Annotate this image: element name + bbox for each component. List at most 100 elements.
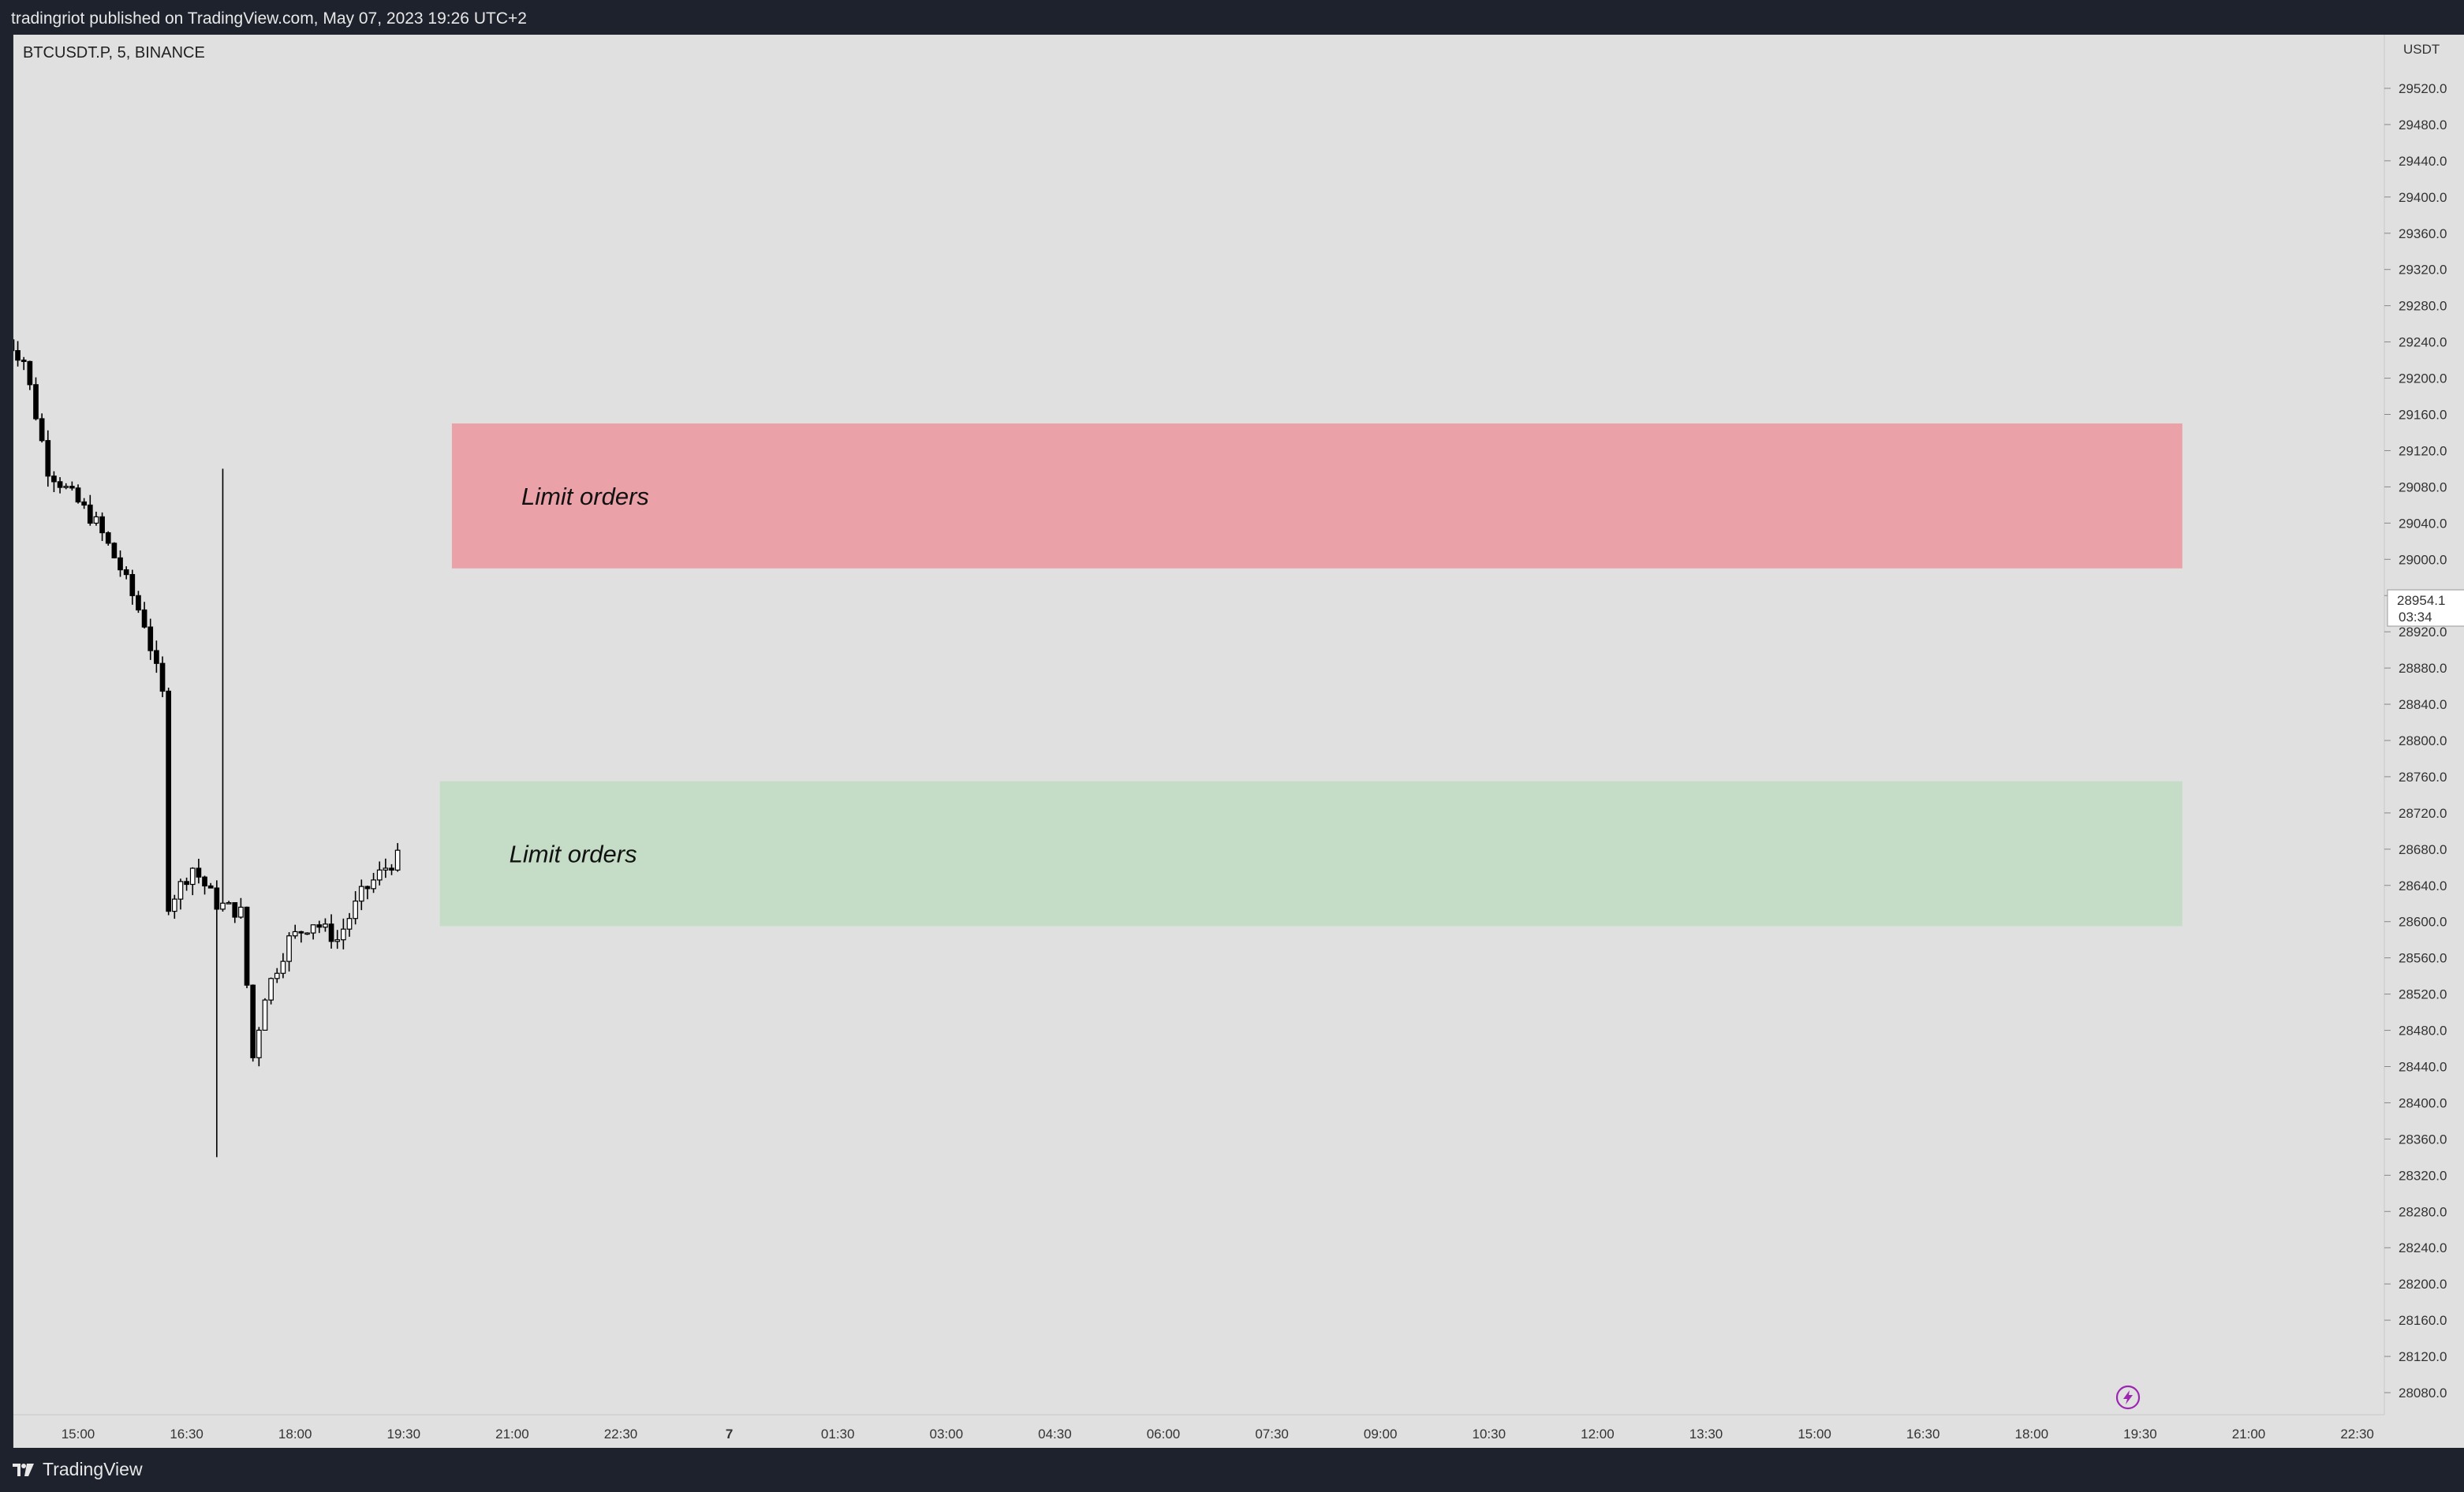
support-zone-label: Limit orders [510, 841, 637, 868]
resistance-zone [451, 423, 2182, 569]
candle-body [244, 906, 250, 986]
candle-body [274, 972, 280, 979]
tradingview-brand: TradingView [43, 1459, 143, 1479]
candle-body [75, 487, 81, 503]
price-tick-label: 29400.0 [2399, 190, 2447, 205]
candle-body [389, 867, 394, 871]
price-tick-label: 29480.0 [2399, 117, 2447, 132]
time-tick-label: 04:30 [1038, 1427, 1072, 1442]
tradingview-logo-icon [13, 1464, 34, 1476]
price-tick-label: 29440.0 [2399, 154, 2447, 169]
currency-label: USDT [2403, 42, 2440, 57]
candle-body [15, 350, 21, 361]
current-price-label: 28954.1 [2397, 593, 2445, 608]
time-axis [13, 1415, 2464, 1448]
time-tick-label: 18:00 [2015, 1427, 2049, 1442]
price-tick-label: 28720.0 [2399, 806, 2447, 821]
time-tick-label: 22:30 [604, 1427, 638, 1442]
price-tick-label: 29520.0 [2399, 81, 2447, 96]
time-tick-label: 15:00 [62, 1427, 95, 1442]
price-tick-label: 29160.0 [2399, 408, 2447, 423]
lightning-icon [2115, 1385, 2141, 1410]
price-tick-label: 29280.0 [2399, 299, 2447, 314]
time-tick-label: 09:00 [1364, 1427, 1398, 1442]
price-tick-label: 29000.0 [2399, 552, 2447, 567]
current-price-badge [2387, 589, 2464, 627]
candle-body [371, 879, 376, 890]
candle-body [364, 886, 371, 890]
price-tick-label: 28120.0 [2399, 1349, 2447, 1364]
candle-body [33, 384, 39, 420]
candle-body [214, 887, 220, 910]
price-tick-label: 29080.0 [2399, 479, 2447, 494]
candle-body [81, 501, 87, 506]
price-tick-label: 28280.0 [2399, 1204, 2447, 1219]
price-tick-label: 28360.0 [2399, 1132, 2447, 1147]
resistance-zone-label: Limit orders [521, 483, 649, 510]
candlestick-chart[interactable]: Limit orders Limit orders USDT 28080.0 28120… [13, 35, 2464, 1448]
candle-body [232, 902, 238, 918]
candle-body [118, 557, 123, 571]
candle-body [45, 440, 51, 477]
price-tick-label: 28920.0 [2399, 625, 2447, 640]
candle-body [87, 504, 93, 524]
candle-body [323, 923, 328, 928]
candle-body [13, 339, 15, 352]
price-tick-label: 29360.0 [2399, 226, 2447, 241]
candle-body [238, 906, 244, 918]
price-tick-label: 28320.0 [2399, 1168, 2447, 1183]
price-tick-label: 28640.0 [2399, 878, 2447, 893]
publish-info-bar: tradingriot published on TradingView.com… [0, 0, 2464, 35]
price-tick-label: 28760.0 [2399, 770, 2447, 785]
candle-body [250, 984, 256, 1058]
candle-body [202, 876, 207, 887]
candle-body [207, 885, 214, 889]
candle-body [111, 543, 118, 559]
time-tick-label: 7 [726, 1427, 733, 1442]
price-tick-label: 29240.0 [2399, 335, 2447, 350]
candle-body [21, 360, 27, 363]
price-tick-label: 28800.0 [2399, 733, 2447, 748]
candle-body [99, 516, 105, 534]
candle-body [196, 867, 202, 878]
price-tick-label: 28440.0 [2399, 1060, 2447, 1075]
candle-body [394, 849, 401, 871]
price-tick-label: 28080.0 [2399, 1386, 2447, 1401]
candle-body [376, 869, 383, 881]
footer-bar: TradingView [0, 1448, 2464, 1492]
time-tick-label: 19:30 [2123, 1427, 2157, 1442]
candle-body [159, 662, 166, 692]
candle-body [39, 418, 45, 442]
time-tick-label: 21:00 [495, 1427, 529, 1442]
price-tick-label: 28520.0 [2399, 987, 2447, 1002]
price-tick-label: 28560.0 [2399, 951, 2447, 966]
time-tick-label: 06:00 [1147, 1427, 1181, 1442]
publish-info-text: tradingriot published on TradingView.com… [11, 9, 527, 28]
candle-body [286, 935, 292, 962]
candle-body [69, 486, 75, 489]
time-tick-label: 12:00 [1581, 1427, 1615, 1442]
price-tick-label: 28200.0 [2399, 1277, 2447, 1292]
candle-body [226, 902, 232, 905]
time-tick-label: 21:00 [2232, 1427, 2266, 1442]
candle-body [51, 476, 57, 483]
candle-body [93, 516, 99, 524]
time-tick-label: 03:00 [930, 1427, 964, 1442]
candle-body [268, 978, 274, 1001]
candle-body [105, 532, 111, 544]
time-tick-label: 10:30 [1473, 1427, 1506, 1442]
candle-body [292, 931, 298, 937]
candle-body [141, 609, 147, 628]
price-tick-label: 28480.0 [2399, 1024, 2447, 1039]
chart-area[interactable]: Limit orders Limit orders USDT 28080.0 28120… [13, 35, 2464, 1448]
candle-body [346, 918, 353, 930]
price-tick-label: 28680.0 [2399, 842, 2447, 857]
candle-body [298, 931, 304, 934]
candle-body [154, 650, 159, 664]
candle-body [27, 360, 33, 386]
candle-body [353, 901, 358, 919]
time-tick-label: 16:30 [1906, 1427, 1940, 1442]
candle-body [177, 881, 184, 900]
candle-body [136, 595, 141, 611]
price-tick-label: 28840.0 [2399, 697, 2447, 712]
